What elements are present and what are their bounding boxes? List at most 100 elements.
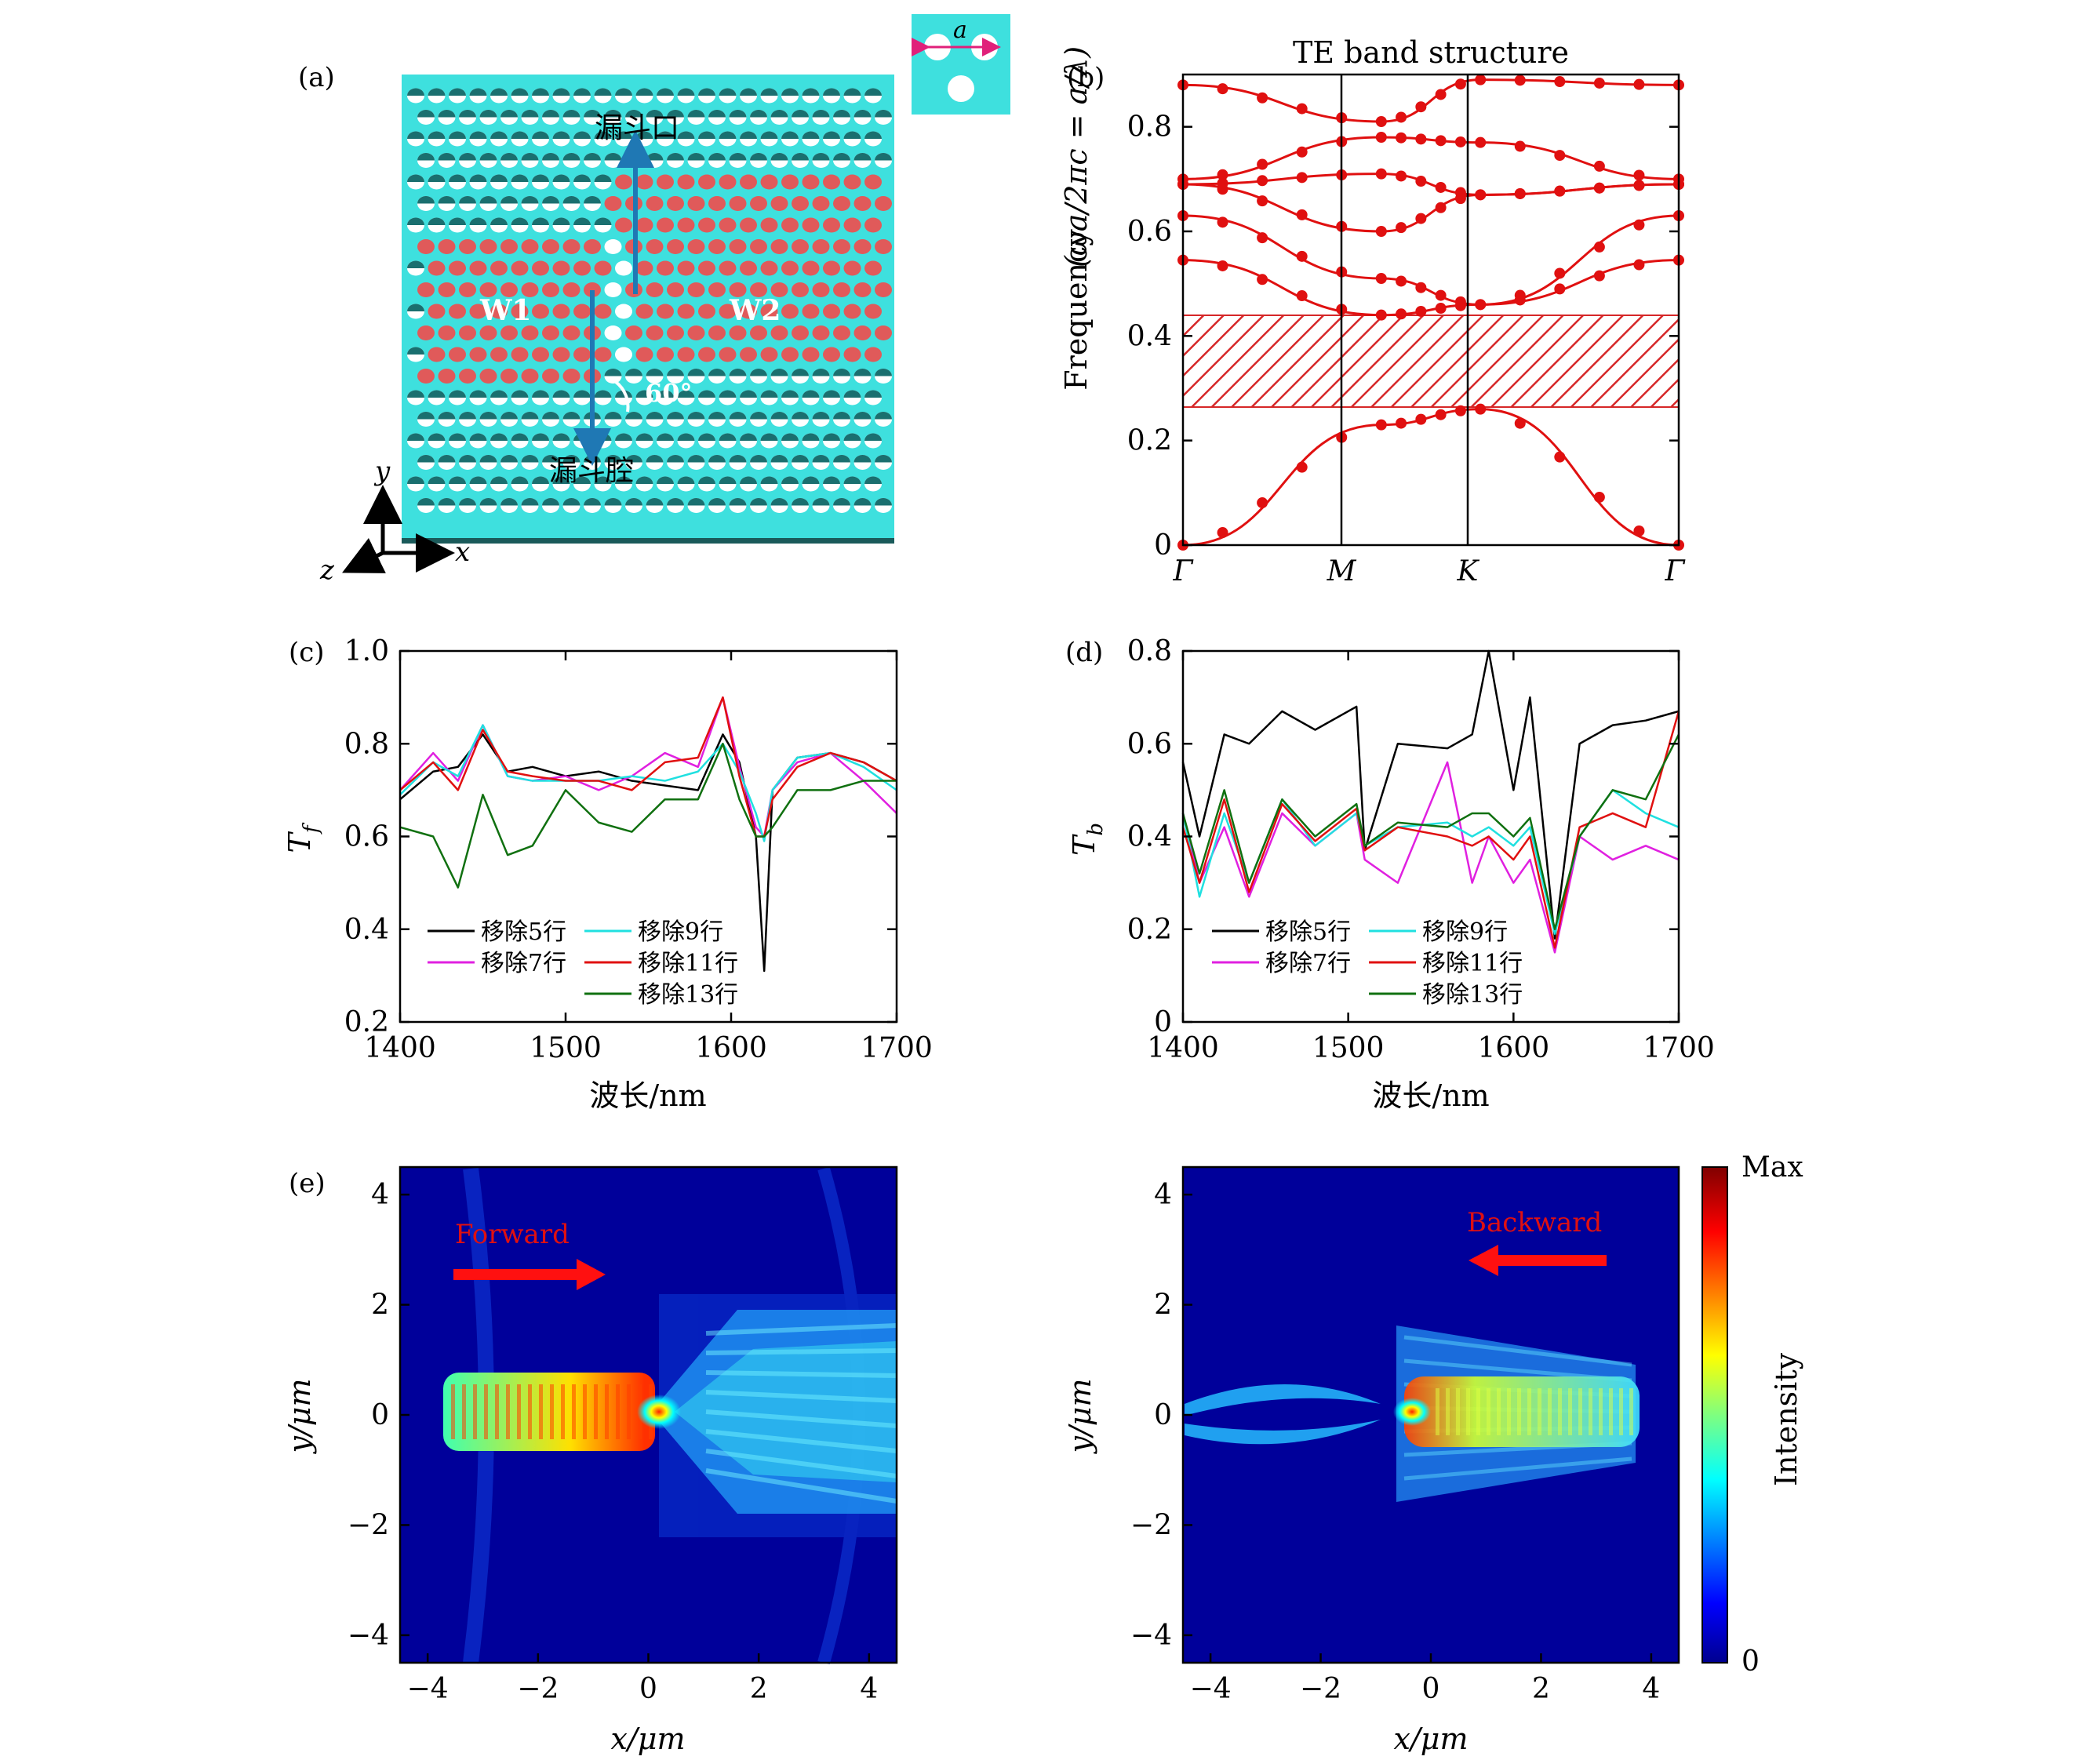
lattice-hole xyxy=(667,196,684,211)
hole-shadow xyxy=(604,498,622,506)
lattice-hole xyxy=(657,260,674,276)
band-point xyxy=(1375,309,1387,321)
band-line xyxy=(1182,408,1680,547)
colorbar-label: Intensity xyxy=(1769,1352,1803,1486)
band-point xyxy=(1415,176,1427,187)
lattice-hole xyxy=(490,304,508,319)
hole-shadow xyxy=(708,498,726,506)
lattice-hole xyxy=(708,239,726,254)
hole-shadow xyxy=(750,412,767,420)
legend-label: 移除5行 xyxy=(1265,918,1351,946)
hole-shadow xyxy=(542,412,559,420)
band-point xyxy=(1296,172,1308,184)
stripe xyxy=(705,1348,897,1355)
hole-shadow xyxy=(667,498,684,506)
hole-shadow xyxy=(407,174,424,182)
hole-shadow xyxy=(552,433,570,441)
legend-label: 移除9行 xyxy=(1422,918,1508,946)
hole-shadow xyxy=(604,110,622,118)
band-point xyxy=(1514,75,1526,86)
lattice-hole xyxy=(802,304,820,319)
lattice-hole xyxy=(521,282,539,297)
hole-shadow xyxy=(729,412,747,420)
lattice-hole xyxy=(677,347,695,362)
band-point xyxy=(1415,305,1427,317)
lattice-hole xyxy=(657,304,674,319)
band-y-tick-label: 0 xyxy=(1154,529,1172,562)
band-point xyxy=(1593,77,1605,89)
hole-shadow xyxy=(542,498,559,506)
hole-shadow xyxy=(479,412,497,420)
lattice-hole xyxy=(781,304,799,319)
hole-shadow xyxy=(511,88,529,96)
hole-shadow xyxy=(823,131,840,139)
lattice-hole xyxy=(719,174,737,190)
band-point xyxy=(1375,132,1387,143)
hole-shadow xyxy=(667,110,684,118)
hole-shadow xyxy=(459,153,476,161)
series-line xyxy=(1181,711,1680,949)
y-tick-label: 0.8 xyxy=(344,728,389,760)
lattice-hole xyxy=(449,304,466,319)
hole-shadow xyxy=(853,498,872,506)
fringe xyxy=(1548,1388,1552,1435)
x-tick-label: 1600 xyxy=(1478,1032,1550,1064)
hole-shadow xyxy=(864,476,882,484)
series-line xyxy=(1181,733,1680,930)
hole-lattice xyxy=(407,88,892,513)
hole-shadow xyxy=(521,110,539,118)
series-line xyxy=(399,743,897,889)
lattice-hole xyxy=(770,325,788,340)
lattice-hole xyxy=(698,304,715,319)
hole-shadow xyxy=(552,476,570,484)
hole-shadow xyxy=(500,153,518,161)
hole-shadow xyxy=(698,390,715,398)
hole-shadow xyxy=(573,174,591,182)
svg-text:Tb: Tb xyxy=(1067,823,1108,856)
y-tick-label: 2 xyxy=(371,1289,389,1322)
y-tick-label: 4 xyxy=(1154,1179,1172,1211)
stripe xyxy=(705,1323,897,1336)
band-point xyxy=(1633,525,1645,536)
lattice-hole xyxy=(802,347,820,362)
band-line xyxy=(1182,78,1680,123)
hole-shadow xyxy=(479,110,497,118)
y-tick-label: 0.2 xyxy=(1127,914,1172,946)
band-point xyxy=(1257,175,1268,187)
hole-shadow xyxy=(573,88,591,96)
lattice-hole xyxy=(604,239,622,254)
hole-shadow xyxy=(417,412,435,420)
hole-shadow xyxy=(407,260,424,268)
hole-shadow xyxy=(698,433,715,441)
band-point xyxy=(1593,270,1605,282)
x-tick-label: 1700 xyxy=(861,1032,933,1064)
y-tick-label: 0.2 xyxy=(344,1006,389,1038)
hole-shadow xyxy=(770,110,788,118)
lattice-hole xyxy=(677,304,695,319)
panel-label-b: (b) xyxy=(1067,62,1105,93)
stripe xyxy=(705,1390,897,1403)
lattice-hole xyxy=(781,260,799,276)
x-tick-label: −4 xyxy=(1190,1673,1232,1705)
lattice-hole xyxy=(542,369,559,384)
hole-shadow xyxy=(417,196,435,204)
hole-shadow xyxy=(646,412,664,420)
hole-shadow xyxy=(469,433,487,441)
fringe xyxy=(528,1384,532,1439)
hole-shadow xyxy=(729,455,747,463)
lattice-hole xyxy=(760,304,778,319)
hole-shadow xyxy=(407,88,424,96)
fringe xyxy=(550,1384,554,1439)
hole-shadow xyxy=(646,110,664,118)
hole-shadow xyxy=(500,196,518,204)
lattice-hole xyxy=(812,239,830,254)
lattice-hole xyxy=(459,239,476,254)
lattice-hole xyxy=(552,260,570,276)
lattice-hole xyxy=(833,239,850,254)
e-left-ticks: −4 −4 −2 −2 0 0 2 2 4 4 xyxy=(348,1179,878,1705)
hole-shadow xyxy=(760,433,778,441)
x-tick-label: 0 xyxy=(639,1673,657,1705)
hole-shadow xyxy=(594,390,612,398)
hole-shadow xyxy=(490,174,508,182)
